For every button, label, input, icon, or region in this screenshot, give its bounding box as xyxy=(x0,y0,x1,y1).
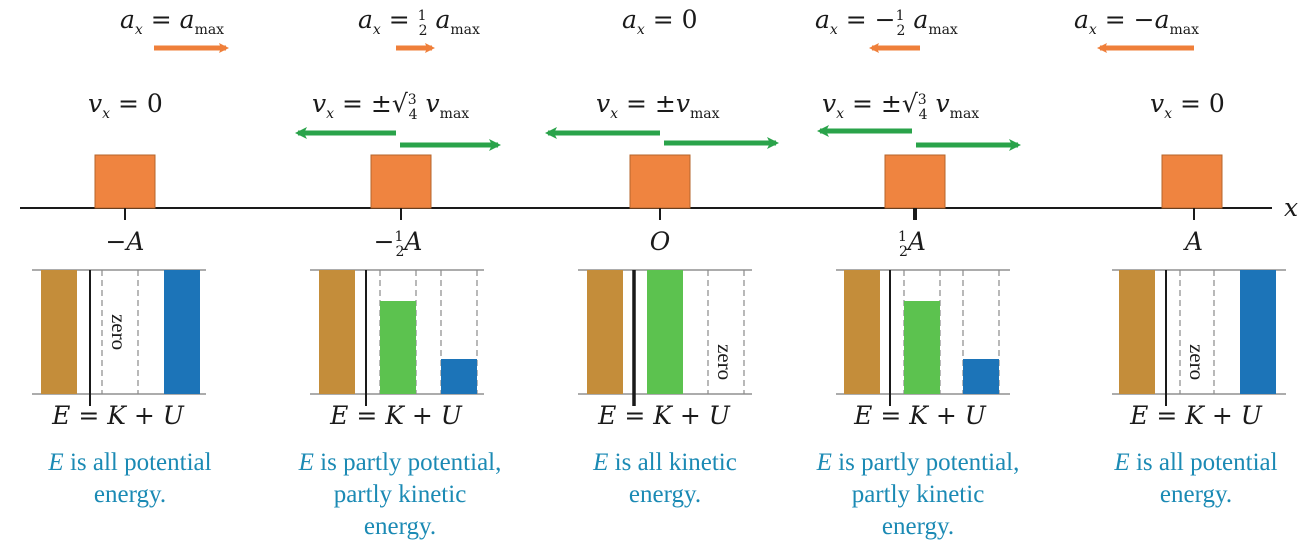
total-energy-bar xyxy=(844,270,880,394)
energy-equation: E = K + U xyxy=(51,401,185,430)
caption-line-2: energy. xyxy=(1160,481,1232,508)
energy-equation: E = K + U xyxy=(1129,401,1263,430)
total-energy-bar xyxy=(319,270,355,394)
velocity-label: vx = ±vmax xyxy=(596,89,720,122)
position-label: A xyxy=(1183,227,1203,256)
caption-line-1: E is all kinetic xyxy=(592,449,737,476)
caption-line-1: E is all potential xyxy=(47,449,211,476)
acceleration-label: ax = 0 xyxy=(622,5,698,38)
caption-line-3: energy. xyxy=(364,513,436,540)
zero-label: zero xyxy=(713,344,737,380)
block xyxy=(884,154,946,209)
caption-line-1: E is all potential xyxy=(1113,449,1277,476)
block xyxy=(1161,154,1223,209)
total-energy-bar xyxy=(41,270,77,394)
acceleration-label: ax = amax xyxy=(120,5,224,38)
potential-energy-bar xyxy=(963,359,999,394)
caption-line-2: energy. xyxy=(629,481,701,508)
energy-equation: E = K + U xyxy=(329,401,463,430)
potential-energy-bar xyxy=(1240,270,1276,394)
caption-line-2: energy. xyxy=(94,481,166,508)
velocity-label: vx = ±√3 4 vmax xyxy=(822,89,979,123)
position-label: 1 2A xyxy=(898,227,926,260)
kinetic-energy-bar xyxy=(904,301,940,394)
kinetic-energy-bar xyxy=(647,270,683,394)
caption-line-1: E is partly potential, xyxy=(816,449,1020,476)
potential-energy-bar xyxy=(164,270,200,394)
acceleration-label: ax = −amax xyxy=(1074,5,1199,38)
position-positive-half-amplitude: ax = −1 2 amax vx = ±√3 4 vmax 1 2A E = K +… xyxy=(815,5,1021,540)
position-label: O xyxy=(650,227,671,256)
block xyxy=(94,154,156,209)
position-positive-amplitude: ax = −amax vx = 0 A zero E = K + U E is … xyxy=(1074,5,1286,508)
caption-line-3: energy. xyxy=(882,513,954,540)
total-energy-bar xyxy=(587,270,623,394)
position-label: −A xyxy=(105,227,144,256)
energy-equation: E = K + U xyxy=(853,401,987,430)
block xyxy=(629,154,691,209)
position-label: −1 2A xyxy=(374,227,423,260)
caption-line-2: partly kinetic xyxy=(852,481,985,508)
velocity-label: vx = 0 xyxy=(88,89,163,122)
velocity-label: vx = ±√3 4 vmax xyxy=(312,89,469,123)
caption-line-2: partly kinetic xyxy=(334,481,467,508)
kinetic-energy-bar xyxy=(380,301,416,394)
block xyxy=(370,154,432,209)
energy-equation: E = K + U xyxy=(597,401,731,430)
acceleration-label: ax = −1 2 amax xyxy=(815,5,958,39)
total-energy-bar xyxy=(1119,270,1155,394)
position-negative-amplitude: ax = amax vx = 0 −A zero E = K + U E is … xyxy=(32,5,229,508)
zero-label: zero xyxy=(107,314,131,350)
potential-energy-bar xyxy=(441,359,477,394)
x-axis-label: x xyxy=(1284,193,1298,222)
velocity-label: vx = 0 xyxy=(1150,89,1225,122)
caption-line-1: E is partly potential, xyxy=(298,449,502,476)
zero-label: zero xyxy=(1185,344,1209,380)
position-equilibrium: ax = 0 vx = ±vmax O zero E = K + U E is … xyxy=(545,5,779,508)
